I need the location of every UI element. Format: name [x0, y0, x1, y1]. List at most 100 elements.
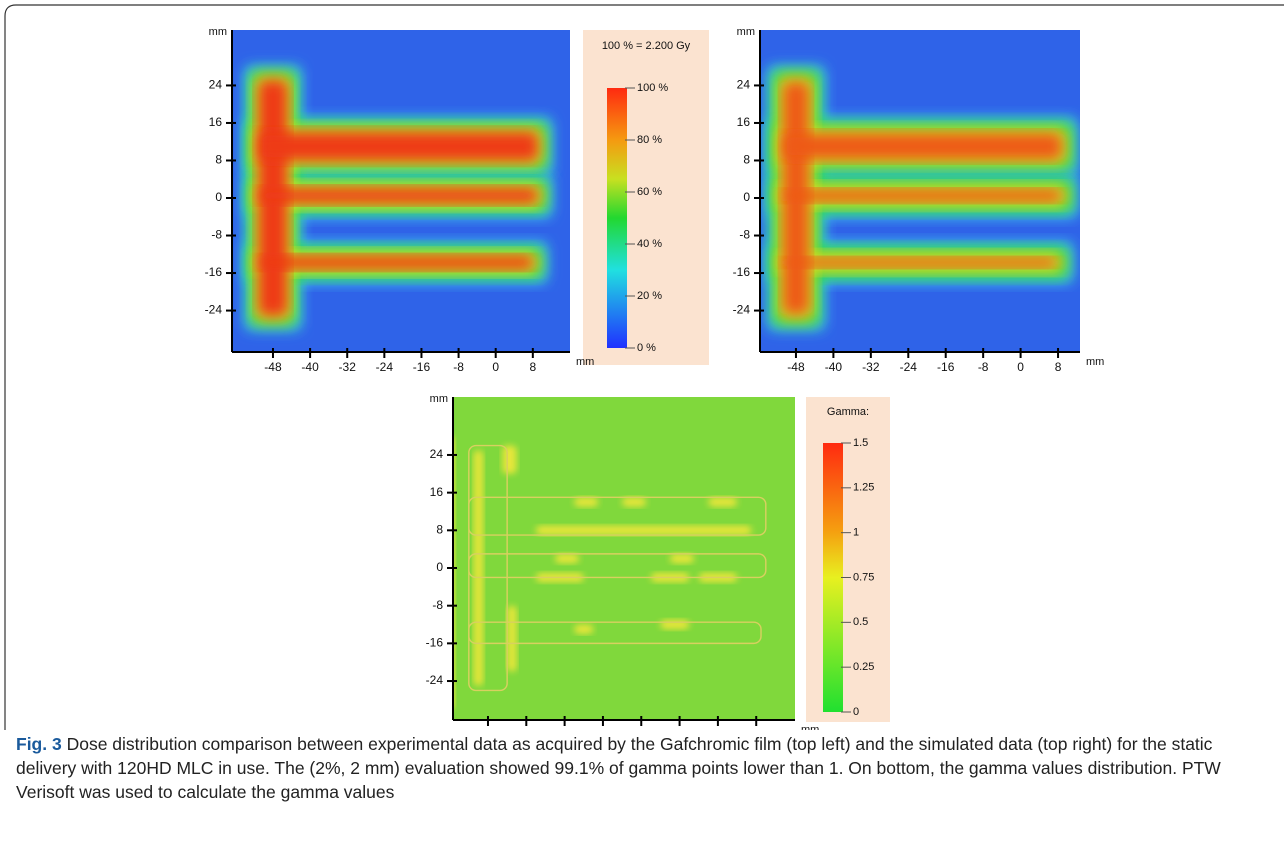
colorbar-label: 40 % — [637, 238, 662, 250]
x-tick-label: 8 — [753, 728, 760, 730]
gamma-region — [574, 497, 599, 507]
x-tick-label: -32 — [862, 360, 880, 374]
gamma-region — [507, 605, 517, 672]
x-tick-label: -16 — [937, 360, 955, 374]
y-tick-label: 16 — [430, 485, 444, 499]
x-tick-label: -48 — [787, 360, 805, 374]
y-tick-label: -8 — [211, 228, 222, 242]
y-tick-label: 16 — [737, 115, 751, 129]
colorbar-label: 100 % — [637, 82, 668, 94]
gamma-region — [535, 525, 752, 536]
gamma-region — [473, 450, 484, 686]
y-unit: mm — [209, 26, 227, 38]
x-tick-label: -48 — [264, 360, 282, 374]
caption-label: Fig. 3 — [16, 734, 62, 754]
heatmap — [760, 30, 1080, 352]
dose-region — [258, 255, 534, 270]
y-tick-label: 24 — [209, 78, 223, 92]
heatmap-field — [453, 397, 795, 720]
x-unit: mm — [576, 356, 594, 368]
y-tick-label: 8 — [215, 153, 222, 167]
x-tick-label: -48 — [479, 728, 497, 730]
x-tick-label: 8 — [529, 360, 536, 374]
colorbar-label: 1 — [853, 527, 859, 539]
caption: Fig. 3 Dose distribution comparison betw… — [16, 732, 1272, 804]
colorbar-label: 0 — [853, 706, 859, 718]
x-tick-label: -8 — [978, 360, 989, 374]
y-tick-label: 0 — [436, 560, 443, 574]
y-tick-label: 24 — [737, 78, 751, 92]
gamma-colorbar-panel — [806, 397, 890, 722]
y-tick-label: -24 — [733, 303, 751, 317]
dose-region — [782, 257, 1058, 268]
gamma-region — [502, 445, 517, 474]
dose-region — [258, 131, 539, 162]
x-tick-label: -16 — [633, 728, 651, 730]
y-tick-label: -8 — [739, 228, 750, 242]
y-tick-label: -16 — [205, 265, 223, 279]
colorbar-label: 1.25 — [853, 482, 874, 494]
dose-colorbar-panel — [583, 30, 709, 365]
gamma-region — [670, 553, 694, 564]
gamma-region — [708, 497, 738, 507]
colorbar-label: 0.25 — [853, 661, 874, 673]
colorbar-label: 80 % — [637, 134, 662, 146]
y-tick-label: -16 — [733, 265, 751, 279]
gamma-region — [555, 553, 579, 564]
gamma-region — [574, 624, 594, 634]
dose-colorbar — [607, 88, 627, 348]
colorbar-label: 0 % — [637, 342, 656, 354]
figure: 100 % = 2.200 Gy Gamma: mm mm 24 16 8 0 -8 -16 -… — [4, 4, 1284, 730]
background — [453, 397, 795, 720]
heatmap-field — [232, 30, 570, 352]
x-tick-label: 8 — [1055, 360, 1062, 374]
x-tick-label: -24 — [594, 728, 612, 730]
y-tick-label: 16 — [209, 115, 223, 129]
x-tick-label: -8 — [674, 728, 685, 730]
gamma-region — [622, 497, 647, 507]
contour — [468, 621, 762, 645]
y-tick-label: 24 — [430, 447, 444, 461]
dose-region — [782, 133, 1062, 160]
y-tick-label: 0 — [743, 190, 750, 204]
y-unit: mm — [737, 26, 755, 38]
x-tick-label: -24 — [376, 360, 394, 374]
heatmap — [232, 30, 570, 352]
y-tick-label: 8 — [436, 522, 443, 536]
y-tick-label: 8 — [743, 153, 750, 167]
x-tick-label: -24 — [900, 360, 918, 374]
x-tick-label: -40 — [301, 360, 319, 374]
x-tick-label: -40 — [825, 360, 843, 374]
y-tick-label: -24 — [426, 673, 444, 687]
y-tick-label: -24 — [205, 303, 223, 317]
x-tick-label: -16 — [413, 360, 431, 374]
gamma-colorbar-title: Gamma: — [827, 406, 869, 418]
x-tick-label: -32 — [339, 360, 357, 374]
heatmap-field — [760, 30, 1080, 352]
colorbar-label: 60 % — [637, 186, 662, 198]
y-unit: mm — [430, 393, 448, 405]
y-tick-label: -8 — [432, 598, 443, 612]
x-tick-label: 0 — [715, 728, 722, 730]
caption-text: Dose distribution comparison between exp… — [16, 734, 1221, 802]
colorbar-label: 1.5 — [853, 437, 868, 449]
x-tick-label: -8 — [453, 360, 464, 374]
colorbar-label: 0.75 — [853, 571, 874, 583]
dose-colorbar-title: 100 % = 2.200 Gy — [602, 40, 691, 52]
colorbar-label: 0.5 — [853, 616, 868, 628]
x-unit: mm — [1086, 356, 1104, 368]
contour — [468, 553, 767, 579]
dose-region — [258, 187, 539, 204]
gamma-region — [660, 619, 690, 630]
x-unit: mm — [801, 724, 819, 730]
gamma-colorbar — [823, 443, 843, 712]
colorbar-label: 20 % — [637, 290, 662, 302]
x-tick-label: 0 — [1017, 360, 1024, 374]
x-tick-label: -40 — [518, 728, 536, 730]
heatmap — [453, 397, 795, 720]
x-tick-label: -32 — [556, 728, 574, 730]
figure-frame — [4, 4, 1284, 730]
y-tick-label: -16 — [426, 636, 444, 650]
x-tick-label: 0 — [492, 360, 499, 374]
